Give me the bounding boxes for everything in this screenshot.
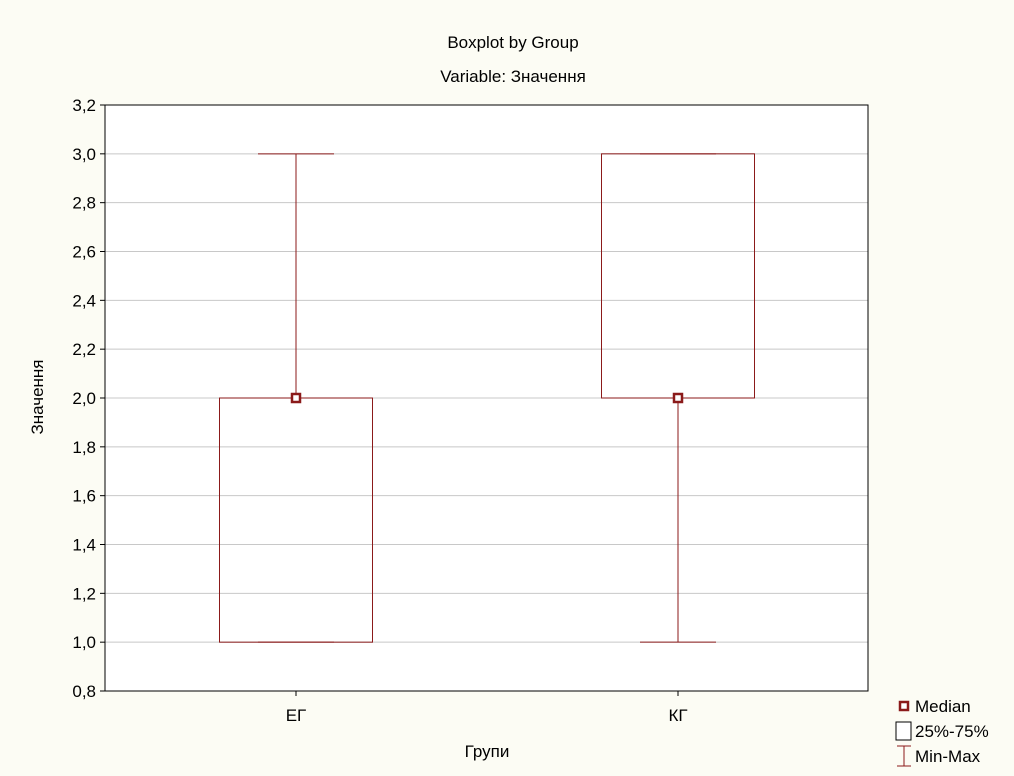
chart-subtitle: Variable: Значення	[440, 67, 586, 86]
legend: Median 25%-75% Min-Max	[895, 697, 989, 767]
y-tick-label: 2,0	[72, 389, 96, 408]
legend-label: Median	[915, 697, 971, 716]
median-marker	[672, 392, 684, 404]
y-tick-label: 2,2	[72, 340, 96, 359]
x-tick-label: ЕГ	[286, 706, 307, 725]
y-tick-label: 2,4	[72, 291, 96, 310]
x-tick-label: КГ	[668, 706, 687, 725]
y-tick-label: 1,0	[72, 633, 96, 652]
plot-area: 0,8 1,0 1,2 1,4 1,6 1,8 2,0 2,2 2,4 2,6 2,8 3,0 3,2 Е…	[72, 96, 869, 725]
y-tick-label: 3,0	[72, 145, 96, 164]
chart-title: Boxplot by Group	[447, 33, 578, 52]
y-tick-label: 1,6	[72, 487, 96, 506]
median-marker	[290, 392, 302, 404]
y-tick-label: 1,2	[72, 584, 96, 603]
legend-label: 25%-75%	[915, 722, 989, 741]
y-axis-label: Значення	[28, 359, 47, 434]
y-tick-label: 2,8	[72, 194, 96, 213]
x-axis-label: Групи	[465, 742, 510, 761]
y-tick-label: 1,8	[72, 438, 96, 457]
legend-median-icon	[898, 700, 910, 712]
y-tick-label: 2,6	[72, 243, 96, 262]
plot-frame	[104, 104, 869, 692]
legend-box-icon	[895, 721, 912, 741]
y-tick-label: 3,2	[72, 96, 96, 115]
y-tick-label: 1,4	[72, 536, 96, 555]
y-tick-label: 0,8	[72, 682, 96, 701]
legend-label: Min-Max	[915, 747, 981, 766]
